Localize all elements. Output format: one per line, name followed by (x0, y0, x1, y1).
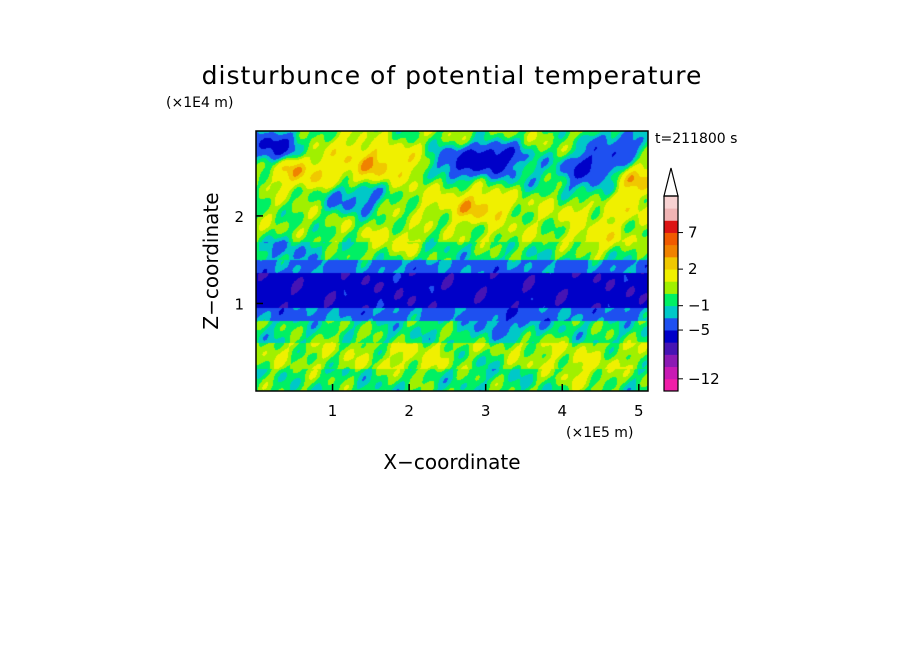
colorbar-tick-label: 2 (688, 260, 698, 278)
x-tick-label: 5 (634, 402, 644, 420)
x-tick-label: 3 (481, 402, 491, 420)
colorbar-swatch (664, 342, 678, 355)
x-axis-label: X−coordinate (383, 450, 520, 474)
colorbar-swatch (664, 293, 678, 307)
colorbar-swatch (664, 244, 678, 258)
y-axis-label: Z−coordinate (199, 192, 223, 329)
colorbar-tick-label: −12 (688, 370, 720, 388)
colorbar-swatch (664, 269, 678, 282)
time-label: t=211800 s (655, 131, 737, 147)
colorbar-frame (663, 195, 679, 392)
colorbar-swatch (664, 281, 678, 294)
colorbar-swatch (664, 220, 678, 233)
plot-area (256, 131, 648, 391)
colorbar-swatch (664, 232, 678, 246)
x-axis-ticks: 1 2 3 4 5 (328, 384, 644, 420)
colorbar-swatch (664, 330, 678, 343)
x-unit-label: (×1E5 m) (566, 425, 633, 441)
y-unit-label: (×1E4 m) (166, 95, 233, 111)
y-axis-ticks: 12 (234, 208, 263, 313)
y-tick-label: 2 (234, 208, 244, 226)
x-tick-label: 2 (404, 402, 414, 420)
y-tick-label: 1 (234, 295, 244, 313)
chart-title: disturbunce of potential temperature (202, 61, 703, 90)
plot-frame (255, 130, 649, 392)
x-tick-label: 4 (557, 402, 567, 420)
colorbar: −12−5−127 (663, 167, 720, 392)
temperature-field (256, 131, 648, 391)
colorbar-tick-label: −5 (688, 321, 710, 339)
colorbar-swatch (664, 317, 678, 331)
colorbar-swatch (664, 366, 678, 380)
colorbar-swatch (664, 208, 678, 221)
colorbar-swatch (664, 354, 678, 368)
x-tick-label: 1 (328, 402, 338, 420)
colorbar-tick-label: −1 (688, 297, 710, 315)
colorbar-swatch (664, 305, 678, 319)
colorbar-extend-arrow (663, 167, 679, 197)
colorbar-swatch (664, 378, 678, 392)
colorbar-swatch (664, 256, 678, 270)
colorbar-swatch (664, 196, 678, 209)
colorbar-tick-label: 7 (688, 224, 698, 242)
